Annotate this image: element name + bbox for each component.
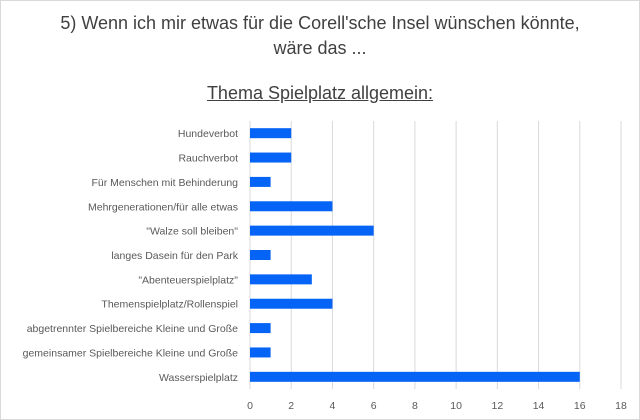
- x-tick-label: 14: [533, 400, 545, 412]
- x-tick-label: 6: [371, 400, 377, 412]
- chart-subtitle-text: Thema Spielplatz allgemein:: [206, 83, 434, 103]
- category-label: Rauchverbot: [178, 153, 238, 165]
- category-label: Mehrgenerationen/für alle etwas: [88, 201, 238, 213]
- bar: [250, 274, 312, 285]
- category-label: langes Dasein für den Park: [111, 250, 238, 262]
- x-tick-label: 10: [450, 400, 462, 412]
- x-tick-label: 8: [412, 400, 418, 412]
- bar: [250, 347, 271, 358]
- bar: [250, 323, 271, 334]
- x-tick-label: 18: [615, 400, 627, 412]
- x-tick-label: 16: [574, 400, 586, 412]
- category-label: gemeinsamer Spielbereiche Kleine und Gro…: [23, 347, 239, 359]
- category-label: Für Menschen mit Behinderung: [92, 177, 239, 189]
- category-label: Themenspielplatz/Rollenspiel: [101, 299, 238, 311]
- x-tick-label: 4: [330, 400, 336, 412]
- bar: [250, 225, 374, 236]
- chart-title-line-2: wäre das ...: [273, 38, 367, 58]
- bar: [250, 250, 271, 260]
- x-tick-label: 2: [288, 400, 294, 412]
- bar: [250, 128, 292, 139]
- x-tick-label: 12: [491, 400, 503, 412]
- bar: [250, 201, 333, 212]
- bar: [250, 152, 292, 163]
- category-label: Hundeverbot: [178, 128, 238, 140]
- chart-title: 5) Wenn ich mir etwas für die Corell'sch…: [1, 11, 639, 61]
- category-label: abgetrennter Spielbereiche Kleine und Gr…: [27, 323, 238, 335]
- bar: [250, 371, 580, 382]
- x-tick-label: 0: [247, 400, 253, 412]
- category-label: Wasserspielplatz: [159, 372, 238, 384]
- bar: [250, 176, 271, 187]
- category-label: "Walze soll bleiben": [146, 226, 238, 238]
- bar: [250, 298, 333, 309]
- chart-subtitle: Thema Spielplatz allgemein:: [1, 83, 639, 104]
- category-label: "Abenteuerspielplatz": [138, 274, 238, 286]
- chart-title-line-1: 5) Wenn ich mir etwas für die Corell'sch…: [60, 13, 580, 33]
